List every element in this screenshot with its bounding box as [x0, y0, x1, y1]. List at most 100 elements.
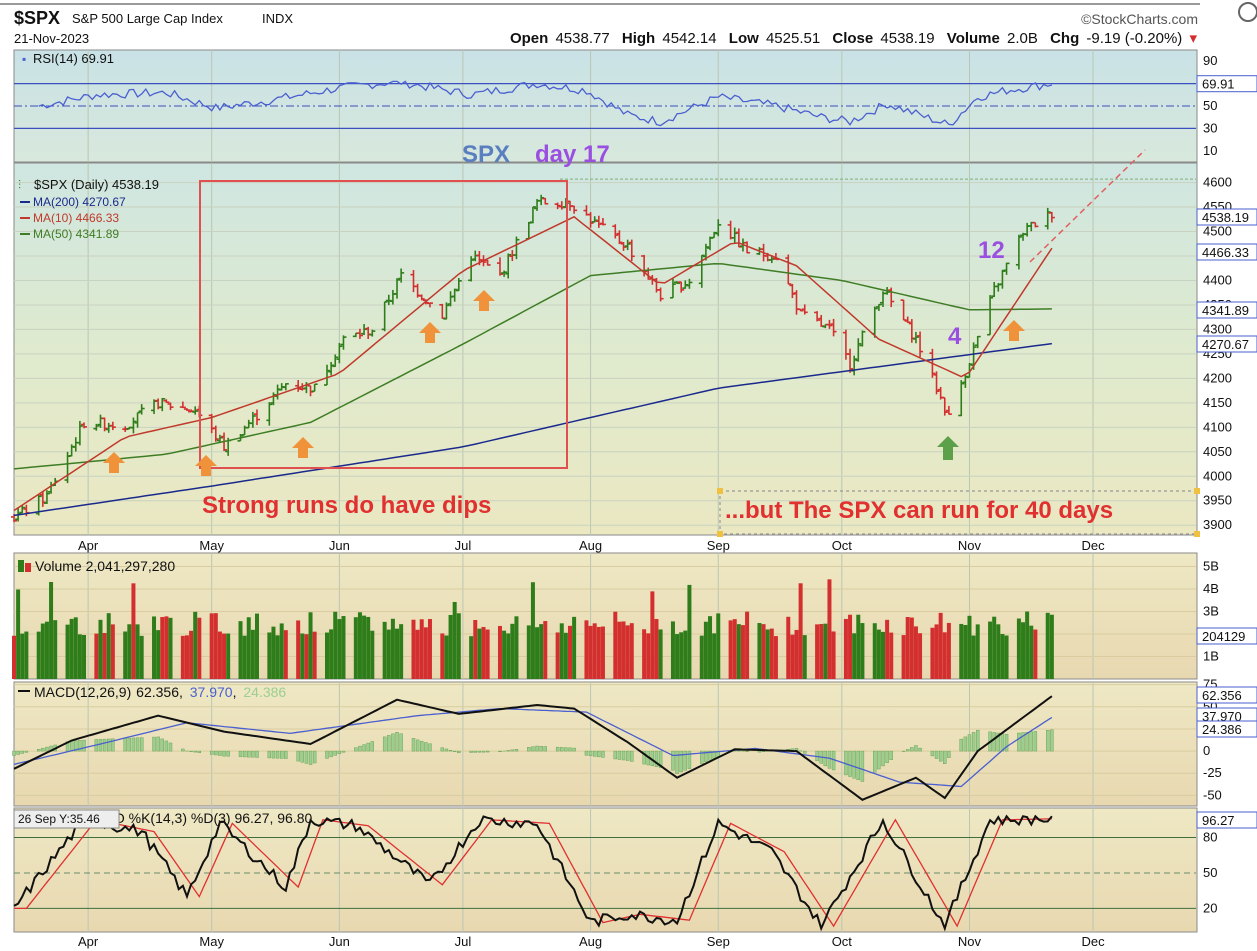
volume-bar — [222, 633, 227, 679]
price-last-value-box — [1196, 208, 1257, 226]
price-bar — [888, 287, 895, 308]
price-bar — [628, 239, 635, 261]
price-bar — [785, 254, 792, 285]
macd-histogram-bar — [214, 750, 218, 756]
macd-histogram-bar — [139, 737, 144, 752]
close-icon[interactable] — [1238, 2, 1257, 22]
macd-histogram-bar — [938, 750, 943, 762]
macd-histogram-bar — [296, 750, 300, 762]
price-bar — [167, 402, 174, 411]
macd-histogram-bar — [498, 750, 502, 752]
price-tick-label: 4600 — [1203, 175, 1232, 190]
macd-histogram-bar — [82, 739, 86, 752]
price-bar — [501, 270, 508, 277]
volume-bar — [658, 629, 663, 679]
volume-bar — [913, 626, 918, 679]
volume-bar — [49, 581, 54, 679]
volume-bar — [889, 632, 894, 679]
macd-histogram-bar — [976, 729, 980, 752]
macd-histogram-bar — [704, 750, 708, 763]
price-x-tick-label: Jun — [329, 538, 350, 553]
macd-histogram-bar — [424, 742, 428, 752]
ma200-legend: MA(200) 4270.67 — [33, 195, 126, 209]
volume-bar — [440, 633, 445, 679]
projection-line — [1029, 149, 1146, 263]
macd-histogram-bar — [1017, 732, 1021, 752]
macd-histogram-bar — [943, 750, 947, 764]
ma10-line — [13, 215, 1053, 512]
price-bar — [958, 380, 965, 417]
macd-histogram-bar — [700, 750, 704, 764]
rsi-tick-label: 50 — [1203, 98, 1217, 113]
volume-bar — [1029, 625, 1034, 679]
volume-bar — [679, 632, 684, 679]
open-label: Open — [510, 30, 548, 47]
macd-histogram-bar — [69, 740, 74, 752]
rsi-tick-label: 90 — [1203, 53, 1217, 68]
price-x-tick-label: Jul — [455, 538, 472, 553]
macd-histogram-bar — [152, 736, 156, 752]
macd-histogram-bar — [527, 747, 531, 752]
volume-bar — [769, 628, 774, 679]
volume-bar — [502, 630, 507, 679]
macd-histogram-bar — [308, 750, 313, 765]
volume-bar — [456, 613, 461, 679]
price-bar — [381, 300, 388, 332]
macd-histogram-bar — [992, 732, 996, 752]
price-bar — [324, 364, 331, 386]
price-bar — [571, 205, 578, 214]
volume-bar — [444, 635, 449, 679]
stochastic-last-value: 96.27 — [1202, 813, 1235, 828]
volume-bar — [1049, 614, 1054, 679]
volume-bar — [469, 636, 474, 679]
volume-bar — [588, 625, 593, 679]
macd-histogram-bar — [625, 750, 630, 761]
volume-bar — [238, 621, 243, 679]
macd-histogram-bar — [370, 741, 375, 752]
macd-histogram-bar — [45, 746, 49, 752]
macd-histogram-bar — [197, 750, 202, 753]
volume-bar — [73, 617, 78, 679]
macd-histogram-bar — [613, 750, 617, 760]
price-bar — [19, 505, 26, 514]
price-bar — [912, 331, 919, 344]
volume-bar — [745, 611, 750, 679]
rsi-title: RSI(14) 69.91 — [33, 51, 114, 66]
volume-bar — [308, 612, 313, 679]
macd-histogram-bar — [275, 750, 280, 759]
macd-histogram-bar — [382, 736, 387, 752]
price-bar — [138, 404, 145, 415]
volume-bar — [687, 584, 692, 679]
strong-run-box — [199, 180, 568, 469]
volume-bar — [1025, 611, 1030, 679]
volume-bar — [732, 619, 737, 679]
macd-histogram-bar — [621, 750, 626, 761]
macd-histogram-bar — [12, 750, 16, 756]
macd-histogram-bar — [910, 747, 914, 752]
price-bar — [587, 212, 594, 228]
macd-line — [13, 695, 1053, 801]
volume-bar — [217, 631, 222, 679]
macd-histogram-bar — [708, 750, 712, 761]
macd-histogram-bar — [354, 747, 358, 752]
volume-title: Volume 2,041,297,280 — [35, 558, 175, 574]
volume-bar — [613, 611, 618, 679]
volume-bar — [918, 633, 923, 679]
price-bar — [678, 281, 685, 293]
volume-bar — [794, 629, 799, 679]
price-bar — [212, 425, 219, 442]
volume-bar — [226, 633, 231, 679]
volume-bar — [670, 621, 675, 679]
volume-bar — [823, 623, 828, 679]
macd-histogram-bar — [127, 737, 132, 752]
price-bar — [686, 278, 693, 289]
index-name: S&P 500 Large Cap Index — [72, 11, 223, 26]
macd-histogram-bar — [267, 750, 272, 759]
volume-bar — [872, 623, 877, 679]
macd-histogram-bar — [914, 745, 918, 752]
price-bar — [591, 216, 598, 223]
price-bar — [731, 227, 738, 244]
volume-bar — [675, 634, 680, 679]
volume-tick-label: 3B — [1203, 604, 1219, 619]
volume-bar — [629, 623, 634, 679]
